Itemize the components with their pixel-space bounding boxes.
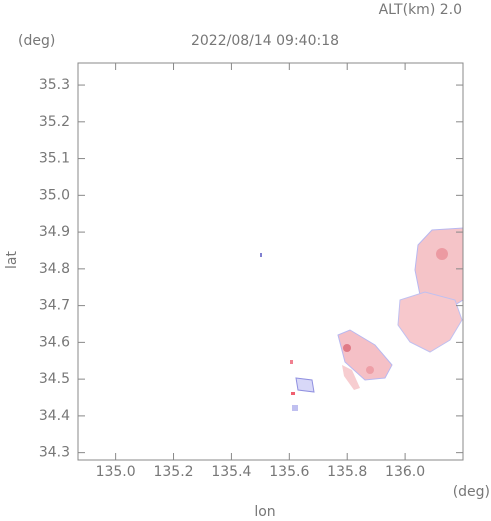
- y-tick-label: 35.2: [39, 114, 70, 130]
- y-tick-label: 35.0: [39, 187, 70, 203]
- y-tick-label: 34.8: [39, 261, 70, 277]
- y-tick-label: 34.3: [39, 445, 70, 461]
- x-tick-label: 136.0: [385, 464, 425, 480]
- echoes: [260, 227, 464, 411]
- y-tick-label: 35.1: [39, 151, 70, 167]
- y-tick-label: 34.4: [39, 408, 70, 424]
- x-axis-label: lon: [254, 504, 275, 520]
- y-tick-label: 34.9: [39, 224, 70, 240]
- y-axis-label: lat: [4, 251, 20, 269]
- y-tick-label: 34.7: [39, 298, 70, 314]
- y-tick-label: 34.5: [39, 371, 70, 387]
- subtitle: ALT(km) 2.0: [379, 2, 462, 18]
- y-tick-label: 34.6: [39, 334, 70, 350]
- x-tick-label: 135.6: [269, 464, 309, 480]
- x-tick-label: 135.2: [153, 464, 193, 480]
- y-unit: (deg): [18, 33, 55, 49]
- y-tick-label: 35.3: [39, 77, 70, 93]
- x-unit: (deg): [453, 484, 490, 500]
- x-tick-label: 135.4: [211, 464, 251, 480]
- plot-frame: [77, 62, 464, 461]
- x-tick-label: 135.0: [96, 464, 136, 480]
- chart-title: 2022/08/14 09:40:18: [191, 33, 339, 49]
- x-tick-label: 135.8: [327, 464, 367, 480]
